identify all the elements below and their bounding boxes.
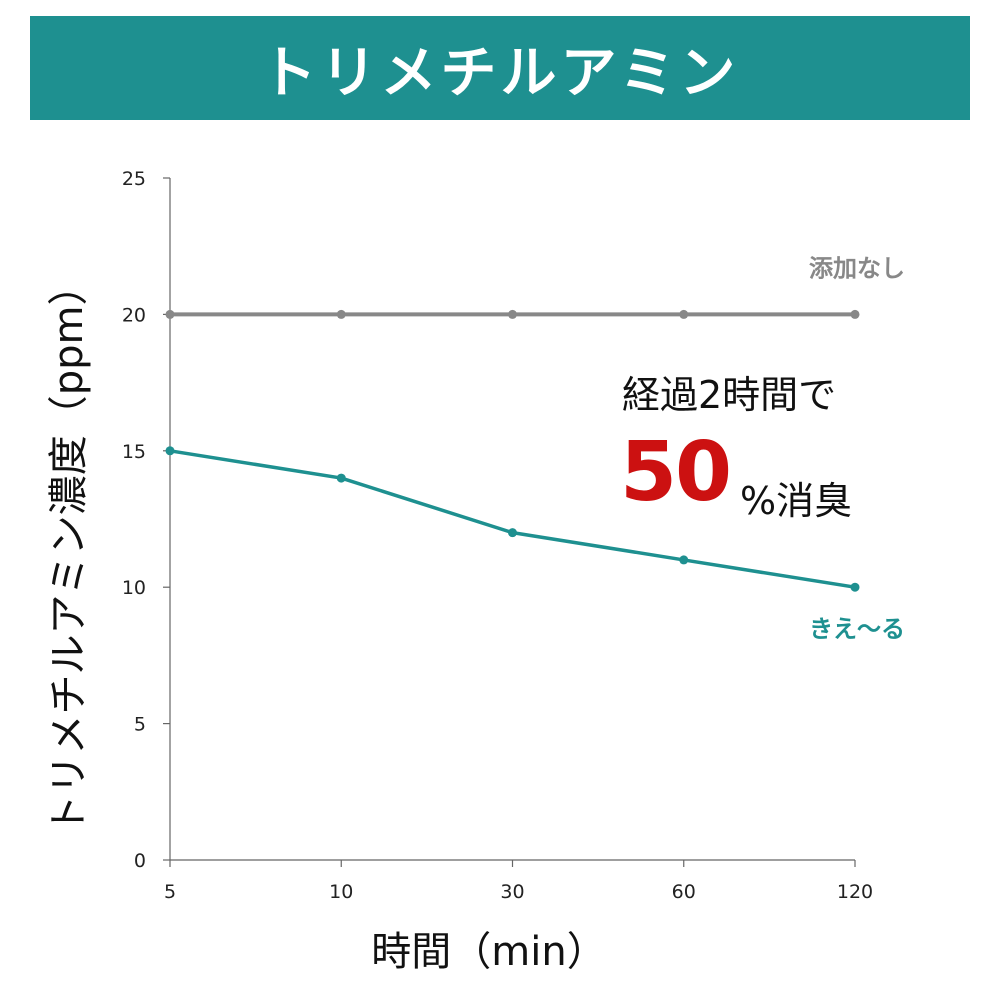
x-tick-label: 5 [164, 881, 176, 903]
data-point [336, 473, 346, 483]
data-point [336, 309, 346, 319]
title-banner: トリメチルアミン [30, 16, 970, 120]
annotation-suffix: %消臭 [740, 479, 853, 523]
series-label: 添加なし [809, 254, 905, 282]
annotation-highlight: 50 [620, 425, 732, 520]
chart-title: トリメチルアミン [260, 40, 740, 106]
y-tick-label: 20 [122, 304, 146, 326]
x-tick-label: 10 [329, 881, 353, 903]
data-point [679, 309, 689, 319]
y-tick-label: 25 [122, 168, 146, 190]
data-point [165, 446, 175, 456]
data-point [508, 309, 517, 319]
x-axis-label: 時間（min） [371, 929, 607, 975]
x-tick-label: 120 [837, 881, 873, 903]
y-tick-label: 15 [122, 441, 146, 463]
x-tick-label: 60 [672, 881, 696, 903]
data-point [679, 555, 689, 565]
x-tick-label: 30 [500, 881, 524, 903]
series-label: きえ〜る [809, 615, 905, 643]
y-tick-label: 0 [134, 850, 146, 872]
data-point [165, 309, 175, 319]
data-point [850, 582, 860, 592]
y-axis-label: トリメチルアミン濃度（ppm） [46, 265, 92, 835]
y-tick-label: 10 [122, 577, 146, 599]
data-point [508, 528, 517, 538]
data-point [850, 309, 860, 319]
annotation-line1: 経過2時間で [622, 373, 837, 417]
y-tick-label: 5 [134, 714, 146, 736]
